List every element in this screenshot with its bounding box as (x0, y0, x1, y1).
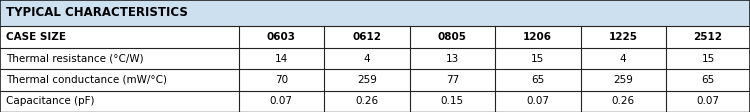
Text: 0603: 0603 (267, 32, 296, 42)
Bar (0, 91, 750, 112)
Text: 65: 65 (701, 75, 715, 85)
Text: 77: 77 (446, 75, 459, 85)
Text: 2512: 2512 (694, 32, 722, 42)
Text: 4: 4 (364, 54, 370, 64)
Text: 14: 14 (274, 54, 288, 64)
Text: 0.15: 0.15 (441, 96, 464, 106)
Bar (0, 0, 750, 26)
Text: 0.07: 0.07 (697, 96, 719, 106)
Text: 259: 259 (357, 75, 376, 85)
Bar (0, 48, 750, 69)
Text: 0.07: 0.07 (526, 96, 549, 106)
Text: 70: 70 (274, 75, 288, 85)
Text: Thermal conductance (mW/°C): Thermal conductance (mW/°C) (6, 75, 167, 85)
Text: 13: 13 (446, 54, 459, 64)
Text: 0805: 0805 (438, 32, 466, 42)
Text: 1206: 1206 (524, 32, 552, 42)
Text: 15: 15 (531, 54, 544, 64)
Text: TYPICAL CHARACTERISTICS: TYPICAL CHARACTERISTICS (6, 6, 188, 19)
Text: 1225: 1225 (609, 32, 638, 42)
Text: 0.26: 0.26 (356, 96, 378, 106)
Text: 0.07: 0.07 (270, 96, 292, 106)
Text: Capacitance (pF): Capacitance (pF) (6, 96, 94, 106)
Text: CASE SIZE: CASE SIZE (6, 32, 66, 42)
Text: 0.26: 0.26 (612, 96, 634, 106)
Text: 15: 15 (701, 54, 715, 64)
Text: Thermal resistance (°C/W): Thermal resistance (°C/W) (6, 54, 144, 64)
Text: 65: 65 (531, 75, 544, 85)
Text: 259: 259 (614, 75, 633, 85)
Text: 4: 4 (620, 54, 626, 64)
Bar (0, 69, 750, 91)
Text: 0612: 0612 (352, 32, 381, 42)
Bar (0, 26, 750, 48)
